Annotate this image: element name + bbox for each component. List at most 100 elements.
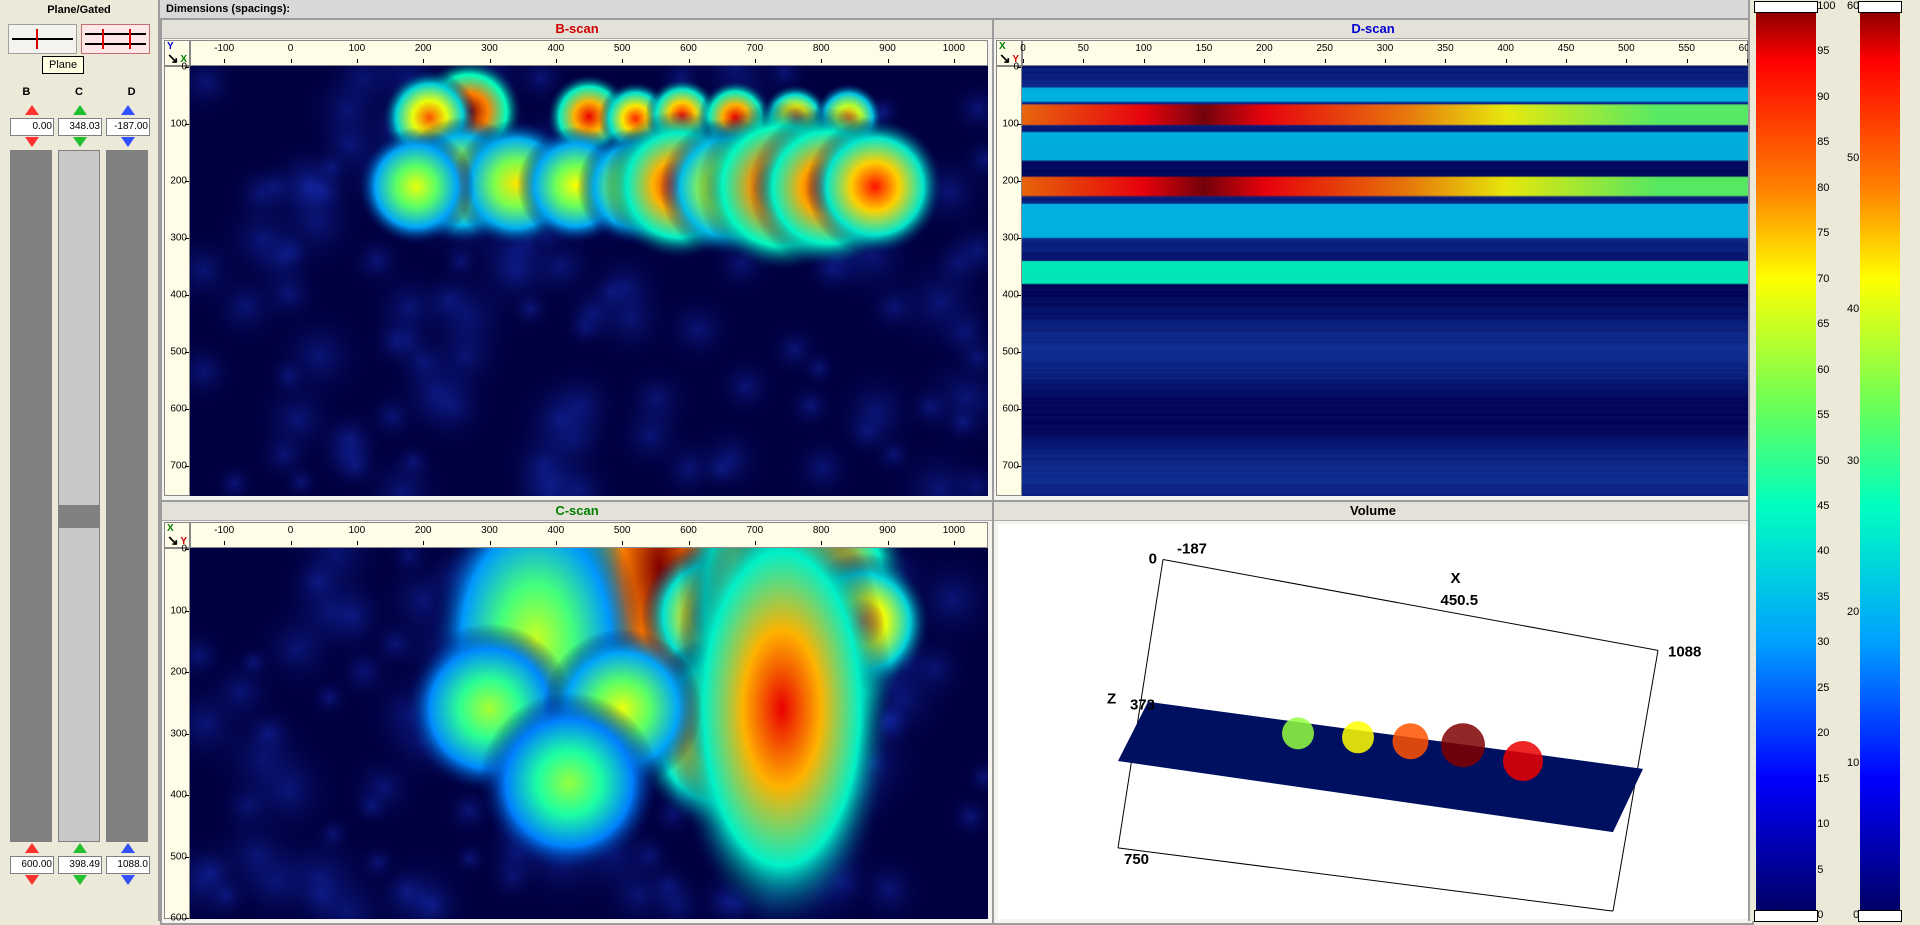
palette-tick: 25 <box>1817 682 1829 694</box>
spinner-up[interactable] <box>58 104 100 118</box>
volume-pane: Volume 0 -187 X 450.5 1088 Z 373 750 <box>992 500 1754 925</box>
plane-gated-sidebar: Plane/Gated Plane B C D 0.00600.00348.03… <box>0 0 160 921</box>
b-scan-title: B-scan <box>162 20 992 39</box>
range-track[interactable] <box>106 150 148 842</box>
b-scan-pane: B-scanYX↘-100010020030040050060070080090… <box>160 18 994 502</box>
tooltip: Plane <box>42 56 84 74</box>
range-track[interactable] <box>10 150 52 842</box>
volume-label: -187 <box>1177 541 1207 558</box>
sidebar-columns: 0.00 600.00 348.03 398.49 -187.00 1088.0 <box>10 104 148 904</box>
spinner-up-bottom[interactable] <box>10 842 52 856</box>
palette-tick: 30 <box>1817 636 1829 648</box>
x-axis[interactable]: -10001002003004005006007008009001000 <box>190 522 988 548</box>
volume-label: 450.5 <box>1441 592 1479 609</box>
range-track[interactable] <box>58 150 100 842</box>
bottom-value[interactable]: 398.49 <box>58 856 102 874</box>
palette-tick: 100 <box>1817 0 1835 12</box>
y-axis[interactable]: 0100200300400500600700 <box>164 66 190 496</box>
top-value[interactable]: 348.03 <box>58 118 102 136</box>
palette-bar[interactable] <box>1756 6 1816 915</box>
mode-line-button[interactable] <box>8 24 77 54</box>
sidebar-col-b: 0.00 600.00 <box>10 104 52 904</box>
palette-tick: 15 <box>1817 773 1829 785</box>
palette-tick: 95 <box>1817 45 1829 57</box>
volume-label: 373 <box>1130 697 1155 714</box>
col-letter-d: D <box>128 86 136 98</box>
palette-tick: 40 <box>1817 545 1829 557</box>
col-letter-b: B <box>22 86 30 98</box>
spinner-down-bottom[interactable] <box>106 874 148 888</box>
d-scan-pane: D-scanXY↘0501001502002503003504004505005… <box>992 18 1754 502</box>
palette-tick: 5 <box>1817 864 1823 876</box>
main-area: Dimensions (spacings): B-scanYX↘-1000100… <box>160 0 1750 921</box>
x-axis[interactable]: 050100150200250300350400450500550600 <box>1022 40 1748 66</box>
palette-tick: 65 <box>1817 318 1829 330</box>
top-value[interactable]: -187.00 <box>106 118 150 136</box>
palette-tick: 45 <box>1817 500 1829 512</box>
spinner-up-bottom[interactable] <box>58 842 100 856</box>
palette-handle[interactable] <box>1754 910 1818 922</box>
c-scan-plot[interactable] <box>190 548 988 919</box>
y-axis[interactable]: 0100200300400500600 <box>164 548 190 919</box>
palette-tick: 55 <box>1817 409 1829 421</box>
y-axis[interactable]: 0100200300400500600700 <box>996 66 1022 496</box>
palette-tick: 0 <box>1817 909 1823 921</box>
palette-tick: 35 <box>1817 591 1829 603</box>
palette-sidebar: 1009590858075706560555045403530252015105… <box>1748 0 1920 921</box>
d-scan-plot[interactable] <box>1022 66 1748 496</box>
spinner-up-bottom[interactable] <box>106 842 148 856</box>
palette-tick: 40 <box>1847 303 1859 315</box>
side-palette[interactable]: 6050403020100 <box>1860 6 1900 915</box>
spinner-down[interactable] <box>106 136 148 150</box>
spinner-down-bottom[interactable] <box>10 874 52 888</box>
palette-handle[interactable] <box>1754 1 1818 13</box>
palette-tick: 70 <box>1817 273 1829 285</box>
palette-tick: 30 <box>1847 455 1859 467</box>
palette-tick: 60 <box>1817 364 1829 376</box>
spinner-down[interactable] <box>58 136 100 150</box>
palette-tick: 20 <box>1817 727 1829 739</box>
c-scan-pane: C-scanXY↘-100010020030040050060070080090… <box>160 500 994 925</box>
volume-label: X <box>1451 570 1461 587</box>
d-scan-title: D-scan <box>994 20 1752 39</box>
range-thumb[interactable] <box>107 151 147 841</box>
palette-tick: 90 <box>1817 91 1829 103</box>
top-value[interactable]: 0.00 <box>10 118 54 136</box>
spinner-up[interactable] <box>106 104 148 118</box>
palette-tick: 50 <box>1847 152 1859 164</box>
volume-label: 750 <box>1124 851 1149 868</box>
palette-tick: 85 <box>1817 136 1829 148</box>
palette-tick: 80 <box>1817 182 1829 194</box>
x-axis[interactable]: -10001002003004005006007008009001000 <box>190 40 988 66</box>
sidebar-col-c: 348.03 398.49 <box>58 104 100 904</box>
palette-tick: 10 <box>1817 818 1829 830</box>
mode-toggle-strip <box>8 24 150 56</box>
spinner-down-bottom[interactable] <box>58 874 100 888</box>
palette-handle[interactable] <box>1858 910 1902 922</box>
volume-plot[interactable]: 0 -187 X 450.5 1088 Z 373 750 <box>998 524 1748 919</box>
palette-tick: 10 <box>1847 757 1859 769</box>
b-scan-plot[interactable] <box>190 66 988 496</box>
palette-tick: 50 <box>1817 455 1829 467</box>
range-thumb[interactable] <box>59 505 99 528</box>
volume-label: 0 <box>1149 551 1157 568</box>
volume-title: Volume <box>994 502 1752 521</box>
range-thumb[interactable] <box>11 151 51 841</box>
volume-label: Z <box>1107 691 1116 708</box>
dimensions-strip: Dimensions (spacings): <box>160 0 1756 19</box>
col-letter-c: C <box>75 86 83 98</box>
main-palette[interactable]: 1009590858075706560555045403530252015105… <box>1756 6 1816 915</box>
mode-plane-button[interactable] <box>81 24 150 54</box>
palette-handle[interactable] <box>1858 1 1902 13</box>
c-scan-title: C-scan <box>162 502 992 521</box>
palette-bar[interactable] <box>1860 6 1900 915</box>
sidebar-col-d: -187.00 1088.0 <box>106 104 148 904</box>
bottom-value[interactable]: 600.00 <box>10 856 54 874</box>
spinner-up[interactable] <box>10 104 52 118</box>
sidebar-title: Plane/Gated <box>0 4 158 16</box>
bottom-value[interactable]: 1088.0 <box>106 856 150 874</box>
spinner-down[interactable] <box>10 136 52 150</box>
sidebar-letters: B C D <box>0 86 158 98</box>
volume-label: 1088 <box>1668 643 1701 660</box>
palette-tick: 20 <box>1847 606 1859 618</box>
